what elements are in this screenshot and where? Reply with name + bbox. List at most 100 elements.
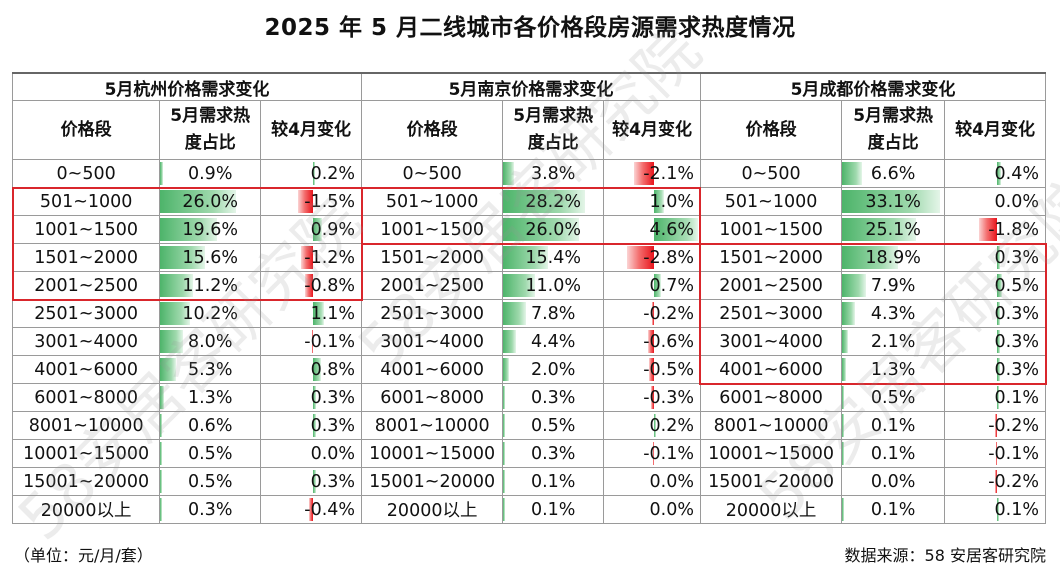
change-bar	[305, 274, 314, 297]
share-value: 6.6%	[870, 163, 916, 184]
share-value: 0.1%	[530, 471, 576, 492]
share-cell: 5.3%	[159, 355, 262, 384]
share-bar	[160, 302, 190, 325]
change-bar	[301, 246, 314, 269]
change-cell: 0.0%	[260, 439, 363, 468]
change-cell: 0.0%	[603, 495, 701, 524]
share-value: 0.5%	[187, 443, 233, 464]
share-bar	[842, 386, 845, 409]
share-bar	[842, 302, 855, 325]
city-header: 5月杭州价格需求变化	[11, 72, 363, 101]
change-bar	[309, 498, 314, 521]
share-value: 25.1%	[865, 219, 921, 240]
share-bar	[503, 274, 536, 297]
share-bar	[160, 274, 193, 297]
share-bar	[503, 246, 548, 269]
share-cell: 19.6%	[159, 215, 262, 244]
price-band-cell: 2001~2500	[11, 271, 161, 300]
change-cell: -0.5%	[603, 355, 701, 384]
change-value: -2.1%	[643, 163, 694, 184]
share-bar	[503, 470, 506, 493]
change-value: 0.0%	[649, 499, 694, 520]
change-value: -1.2%	[304, 247, 356, 268]
share-value: 0.3%	[530, 443, 576, 464]
share-bar	[842, 190, 940, 213]
share-cell: 6.6%	[841, 159, 946, 188]
share-value: 11.2%	[182, 275, 239, 296]
change-value: 0.5%	[994, 275, 1039, 296]
change-cell: -0.2%	[603, 299, 701, 328]
change-cell: -0.6%	[603, 327, 701, 356]
share-cell: 7.8%	[502, 299, 605, 328]
change-cell: -0.1%	[603, 439, 701, 468]
change-bar	[997, 162, 1002, 185]
change-bar	[649, 358, 654, 381]
change-cell: -0.1%	[260, 327, 363, 356]
price-band-cell: 501~1000	[699, 187, 843, 216]
share-cell: 2.0%	[502, 355, 605, 384]
change-value: -0.2%	[643, 303, 694, 324]
change-bar	[997, 358, 1001, 381]
share-value: 0.1%	[530, 499, 576, 520]
table-row: 0~500 0.9% 0.2% 0~500 3.8% -2.1% 0~500 6.6% 0.4%	[11, 159, 1046, 188]
price-band-cell: 1501~2000	[699, 243, 843, 272]
change-bar	[651, 386, 654, 409]
column-header: 5月需求热度占比	[841, 100, 946, 160]
change-value: -0.8%	[304, 275, 356, 296]
change-bar	[313, 470, 317, 493]
share-bar	[842, 246, 899, 269]
share-cell: 0.5%	[841, 383, 946, 412]
price-band-cell: 1001~1500	[361, 215, 504, 244]
share-bar	[160, 498, 163, 521]
change-value: 0.3%	[310, 471, 356, 492]
share-value: 1.3%	[870, 359, 916, 380]
share-bar	[160, 470, 163, 493]
share-value: 7.9%	[870, 275, 916, 296]
share-cell: 0.3%	[502, 383, 605, 412]
share-value: 1.3%	[187, 387, 233, 408]
share-bar	[160, 386, 165, 409]
share-cell: 0.1%	[502, 495, 605, 524]
column-header: 价格段	[699, 100, 843, 160]
share-bar	[842, 498, 845, 521]
change-cell: -0.1%	[944, 439, 1046, 468]
change-value: -1.5%	[304, 191, 356, 212]
change-bar	[997, 274, 1003, 297]
change-bar	[313, 414, 317, 437]
share-bar	[160, 190, 236, 213]
share-bar	[842, 442, 845, 465]
price-band-cell: 15001~20000	[699, 467, 843, 496]
share-cell: 11.0%	[502, 271, 605, 300]
city-header: 5月成都价格需求变化	[699, 72, 1047, 101]
change-bar	[313, 302, 325, 325]
price-demand-table: 5月杭州价格需求变化 5月南京价格需求变化 5月成都价格需求变化 价格段 5月需求热度占…	[11, 72, 1047, 524]
change-value: 0.8%	[310, 359, 356, 380]
share-value: 0.1%	[870, 499, 916, 520]
change-bar	[652, 442, 654, 465]
share-cell: 1.3%	[841, 355, 946, 384]
share-cell: 8.0%	[159, 327, 262, 356]
change-value: 0.4%	[994, 163, 1039, 184]
change-cell: 0.3%	[944, 355, 1046, 384]
share-bar	[503, 358, 510, 381]
share-value: 15.6%	[182, 247, 239, 268]
column-header: 价格段	[11, 100, 161, 160]
column-header: 较4月变化	[260, 100, 363, 160]
change-bar	[997, 330, 1001, 353]
change-cell: 4.6%	[603, 215, 701, 244]
share-bar	[160, 246, 206, 269]
price-band-cell: 4001~6000	[11, 355, 161, 384]
change-bar	[979, 218, 998, 241]
share-bar	[160, 358, 176, 381]
change-value: 0.2%	[649, 415, 694, 436]
change-bar	[311, 330, 314, 353]
price-band-cell: 2501~3000	[361, 299, 504, 328]
share-value: 0.0%	[870, 471, 916, 492]
change-value: -0.1%	[643, 443, 694, 464]
price-band-cell: 4001~6000	[699, 355, 843, 384]
column-header: 价格段	[361, 100, 504, 160]
table-row: 4001~6000 5.3% 0.8% 4001~6000 2.0% -0.5% 4001~…	[11, 355, 1046, 384]
change-value: -2.8%	[643, 247, 694, 268]
share-value: 0.5%	[870, 387, 916, 408]
change-value: 4.6%	[649, 219, 694, 240]
